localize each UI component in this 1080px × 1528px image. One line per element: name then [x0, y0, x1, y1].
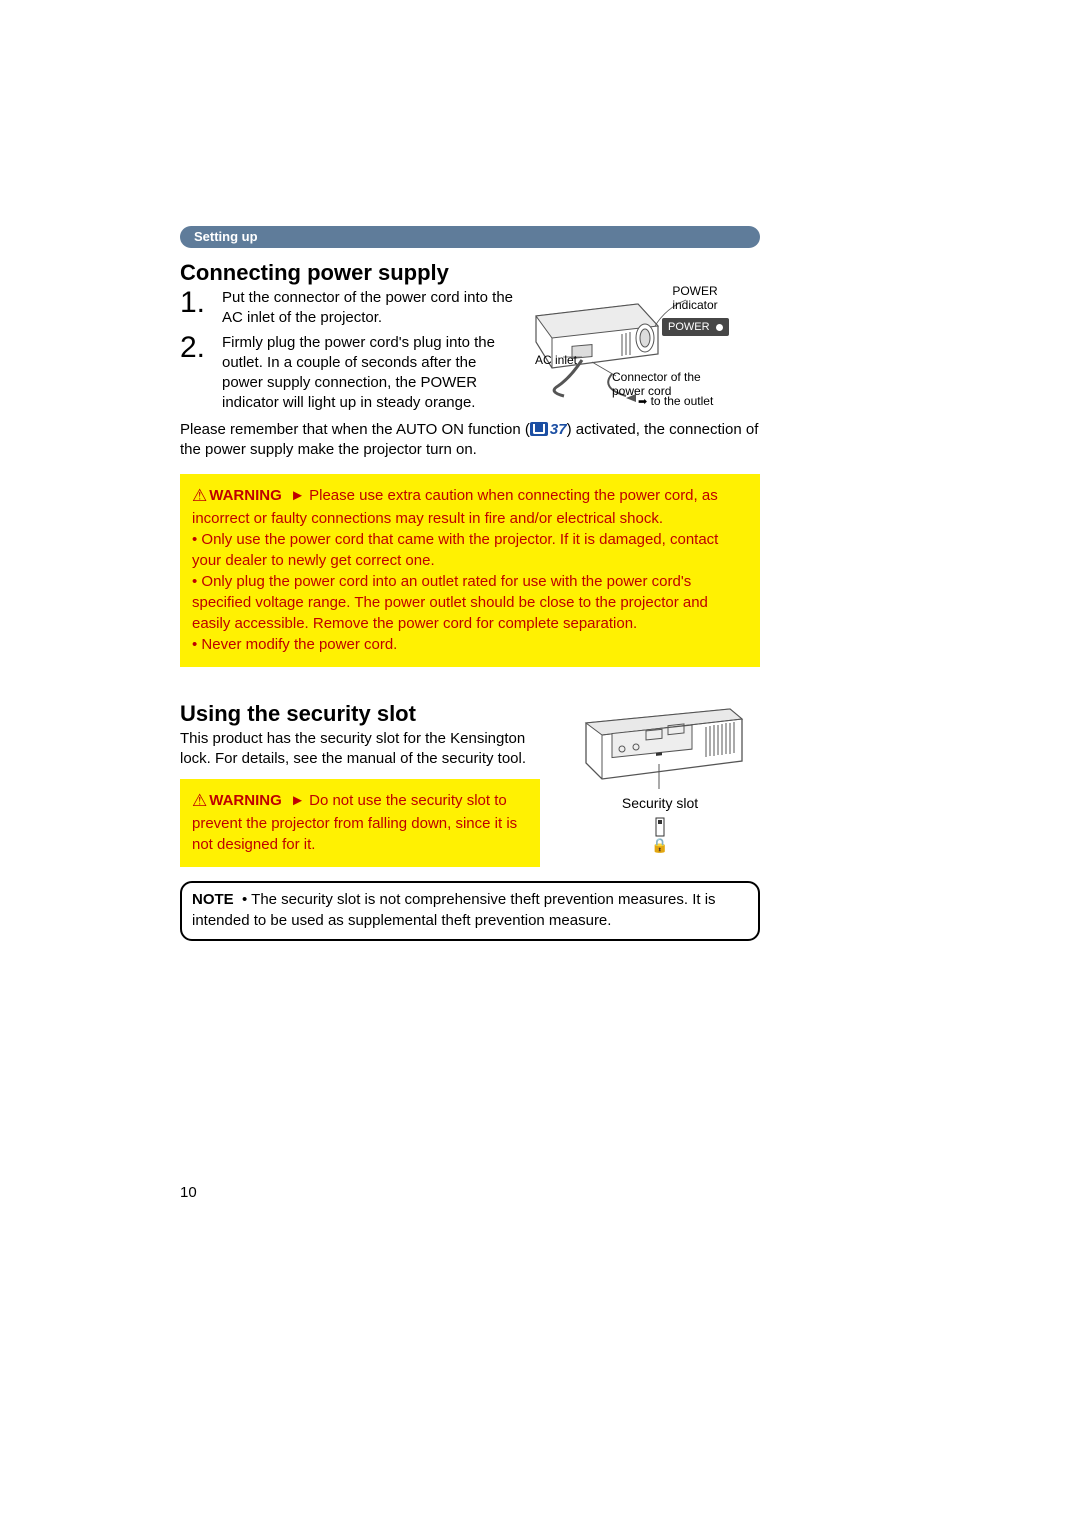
label-to-outlet: ➡ to the outlet	[638, 394, 713, 409]
note-box: NOTE • The security slot is not comprehe…	[180, 881, 760, 941]
warning-bullet: Only use the power cord that came with t…	[192, 531, 718, 569]
warning-box-security: ⚠WARNING ► Do not use the security slot …	[180, 779, 540, 867]
step-1: 1. Put the connector of the power cord i…	[180, 288, 520, 329]
heading-security-slot: Using the security slot	[180, 701, 540, 727]
projector-rear-illustration	[560, 701, 760, 791]
warning-triangle-icon: ⚠	[192, 484, 207, 508]
outlet-arrow-icon: ➡	[638, 396, 647, 408]
step-number: 1.	[180, 288, 222, 329]
label-power-indicator: POWER indicator	[660, 284, 730, 313]
warning-triangle-icon: ⚠	[192, 789, 207, 813]
warning-label: WARNING	[209, 487, 282, 504]
power-indicator-badge: POWER	[662, 318, 729, 336]
page-ref-number: 37	[550, 421, 567, 438]
page-number: 10	[180, 1184, 197, 1201]
step-text: Put the connector of the power cord into…	[222, 288, 520, 329]
figure-security-slot: Security slot 🔒	[560, 701, 760, 855]
lock-icon: 🔒	[651, 837, 668, 853]
warning-arrow-icon: ►	[290, 792, 305, 809]
power-led-icon	[716, 324, 723, 331]
warning-bullet: Never modify the power cord.	[201, 636, 397, 653]
warning-arrow-icon: ►	[290, 487, 305, 504]
warning-bullet: Only plug the power cord into an outlet …	[192, 573, 708, 632]
note-label: NOTE	[192, 891, 234, 908]
step-2: 2. Firmly plug the power cord's plug int…	[180, 333, 520, 414]
step-number: 2.	[180, 333, 222, 414]
page-ref-icon	[530, 422, 548, 436]
power-badge-text: POWER	[668, 321, 710, 333]
figure-power-supply: POWER indicator AC inlet Connector of th…	[530, 278, 762, 408]
security-slot-icon: 🔒	[560, 817, 760, 855]
auto-on-paragraph: Please remember that when the AUTO ON fu…	[180, 420, 760, 461]
security-slot-label: Security slot	[560, 795, 760, 811]
note-text: The security slot is not comprehensive t…	[192, 891, 716, 929]
section-pill: Setting up	[180, 226, 760, 248]
auto-on-prefix: Please remember that when the AUTO ON fu…	[180, 421, 530, 438]
label-to-outlet-text: to the outlet	[651, 394, 714, 408]
warning-box-power: ⚠WARNING ► Please use extra caution when…	[180, 474, 760, 667]
warning-label: WARNING	[209, 792, 282, 809]
step-text: Firmly plug the power cord's plug into t…	[222, 333, 520, 414]
security-body: This product has the security slot for t…	[180, 729, 540, 770]
label-ac-inlet: AC inlet	[535, 353, 577, 367]
